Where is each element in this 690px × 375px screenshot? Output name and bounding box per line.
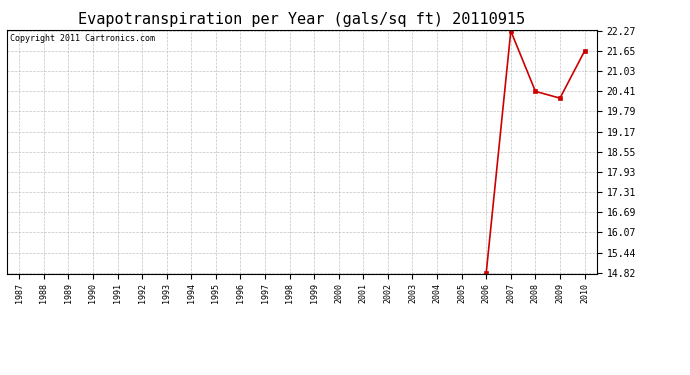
Text: Copyright 2011 Cartronics.com: Copyright 2011 Cartronics.com [10, 34, 155, 43]
Title: Evapotranspiration per Year (gals/sq ft) 20110915: Evapotranspiration per Year (gals/sq ft)… [78, 12, 526, 27]
